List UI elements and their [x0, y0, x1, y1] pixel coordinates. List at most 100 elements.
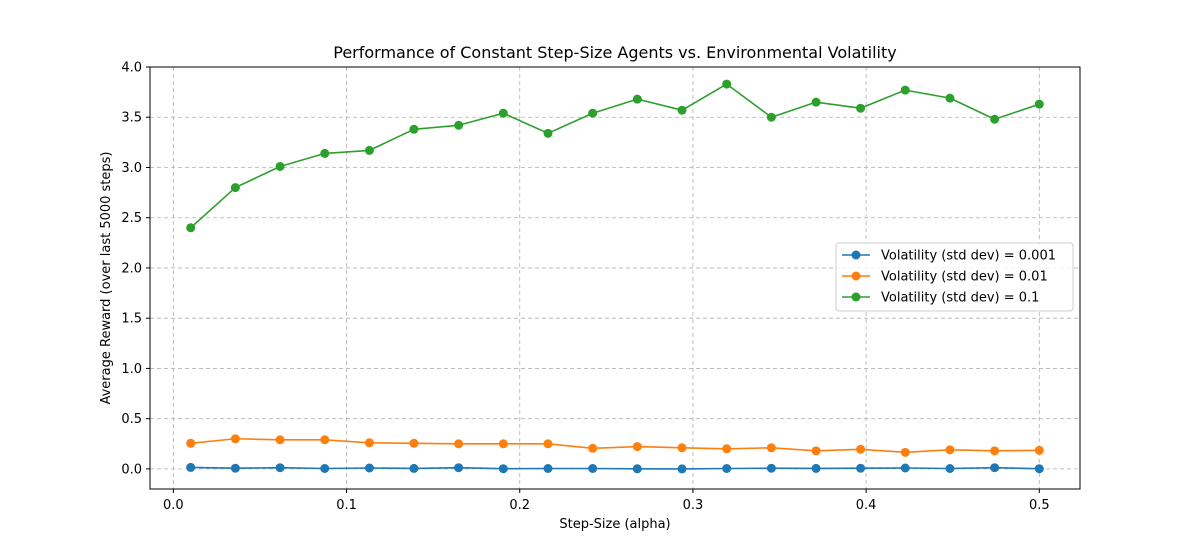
y-tick-label: 4.0: [121, 61, 142, 76]
data-point: [945, 93, 955, 103]
data-point: [543, 464, 553, 474]
data-point: [320, 148, 330, 158]
data-point: [320, 435, 330, 445]
x-tick-label: 0.1: [336, 498, 357, 513]
y-tick-label: 3.0: [121, 161, 142, 176]
data-point: [275, 161, 285, 171]
legend-box: [835, 242, 1074, 312]
data-point: [588, 108, 598, 118]
data-point: [811, 97, 821, 107]
data-point: [990, 463, 1000, 473]
data-point: [722, 444, 732, 454]
data-point: [186, 462, 196, 472]
data-point: [230, 463, 240, 473]
data-point: [632, 442, 642, 452]
data-point: [275, 435, 285, 445]
data-point: [1034, 99, 1044, 109]
series-1: [186, 462, 1044, 474]
data-point: [945, 445, 955, 455]
y-tick-label: 0.5: [121, 412, 142, 427]
y-axis-label: Average Reward (over last 5000 steps): [99, 151, 114, 404]
data-point: [990, 446, 1000, 456]
data-point: [543, 128, 553, 138]
legend-label: Volatility (std dev) = 0.1: [881, 291, 1039, 306]
data-point: [677, 443, 687, 453]
plot-frame: [149, 66, 1081, 490]
data-point: [498, 108, 508, 118]
data-point: [588, 443, 598, 453]
legend-item: Volatility (std dev) = 0.01: [842, 270, 1048, 285]
x-tick-label: 0.2: [509, 498, 530, 513]
data-point: [632, 94, 642, 104]
y-tick-label: 2.0: [121, 261, 142, 276]
data-point: [766, 112, 776, 122]
y-tick-label: 1.5: [121, 312, 142, 327]
data-point: [186, 438, 196, 448]
data-point: [230, 183, 240, 193]
legend-item: Volatility (std dev) = 0.1: [842, 291, 1039, 306]
data-point: [811, 463, 821, 473]
legend-marker: [851, 250, 861, 260]
data-point: [454, 439, 464, 449]
x-tick-label: 0.5: [1029, 498, 1050, 513]
series-line: [190, 83, 1040, 229]
data-point: [945, 464, 955, 474]
data-point: [632, 464, 642, 474]
series-layer: [186, 79, 1044, 474]
data-point: [900, 85, 910, 95]
legend-label: Volatility (std dev) = 0.001: [881, 249, 1056, 264]
data-point: [811, 446, 821, 456]
data-point: [454, 463, 464, 473]
series-line: [190, 437, 1040, 454]
chart-title: Performance of Constant Step-Size Agents…: [333, 43, 896, 62]
y-tick-label: 1.0: [121, 362, 142, 377]
series-line: [190, 466, 1040, 470]
data-point: [364, 145, 374, 155]
x-tick-label: 0.4: [856, 498, 877, 513]
data-point: [186, 223, 196, 233]
data-point: [677, 105, 687, 115]
x-axis-label: Step-Size (alpha): [559, 517, 670, 532]
data-point: [900, 463, 910, 473]
x-tick-label: 0.0: [163, 498, 184, 513]
data-point: [900, 447, 910, 457]
legend-item: Volatility (std dev) = 0.001: [842, 249, 1056, 264]
data-point: [320, 464, 330, 474]
grid: [150, 66, 1080, 489]
series-3: [186, 79, 1044, 233]
x-tick-label: 0.3: [683, 498, 704, 513]
legend-label: Volatility (std dev) = 0.01: [881, 270, 1048, 285]
data-point: [230, 434, 240, 444]
y-axis: 0.0 0.5 1.0 1.5 2.0 2.5 3.0 3.5 4.0: [121, 61, 150, 477]
data-point: [1034, 445, 1044, 455]
y-tick-label: 3.5: [121, 111, 142, 126]
data-point: [722, 464, 732, 474]
data-point: [856, 463, 866, 473]
data-point: [409, 124, 419, 134]
data-point: [677, 464, 687, 474]
series-2: [186, 434, 1044, 457]
legend-marker: [851, 271, 861, 281]
data-point: [856, 103, 866, 113]
data-point: [454, 120, 464, 130]
legend-marker: [851, 292, 861, 302]
data-point: [409, 463, 419, 473]
data-point: [588, 464, 598, 474]
data-point: [856, 444, 866, 454]
legend: Volatility (std dev) = 0.001 Volatility (…: [835, 242, 1074, 312]
x-axis: 0.0 0.1 0.2 0.3 0.4 0.5: [163, 489, 1050, 513]
data-point: [275, 463, 285, 473]
y-tick-label: 2.5: [121, 211, 142, 226]
data-point: [543, 439, 553, 449]
data-point: [722, 79, 732, 89]
data-point: [364, 463, 374, 473]
data-point: [990, 114, 1000, 124]
y-tick-label: 0.0: [121, 462, 142, 477]
data-point: [409, 438, 419, 448]
data-point: [364, 438, 374, 448]
data-point: [498, 439, 508, 449]
data-point: [1034, 464, 1044, 474]
data-point: [766, 463, 776, 473]
data-point: [766, 443, 776, 453]
